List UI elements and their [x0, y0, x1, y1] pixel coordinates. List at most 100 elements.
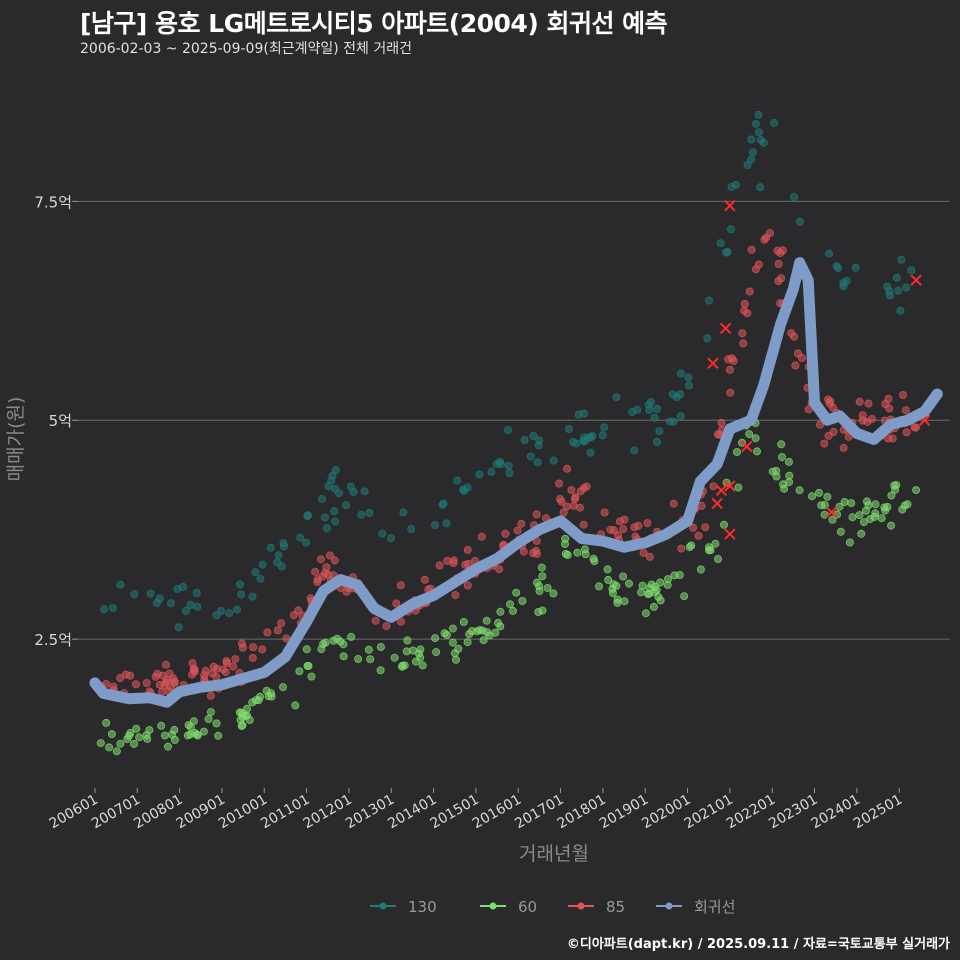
- point-130: [584, 433, 593, 442]
- highlight-mark: [711, 497, 723, 510]
- point-85: [371, 616, 380, 625]
- point-60: [777, 440, 786, 449]
- point-130: [235, 580, 244, 589]
- point-60: [603, 565, 612, 574]
- point-85: [824, 431, 833, 440]
- point-130: [645, 405, 654, 414]
- legend-dot-85: [577, 902, 585, 910]
- point-85: [316, 555, 325, 564]
- point-60: [364, 645, 373, 654]
- point-130: [770, 119, 779, 128]
- legend-dot-60: [489, 902, 497, 910]
- point-60: [473, 627, 482, 636]
- point-85: [382, 622, 391, 631]
- point-130: [652, 437, 661, 446]
- point-130: [296, 533, 305, 542]
- point-85: [513, 526, 522, 535]
- point-60: [581, 545, 590, 554]
- point-60: [321, 638, 330, 647]
- point-60: [890, 481, 899, 490]
- point-85: [804, 405, 813, 414]
- point-130: [192, 589, 201, 598]
- point-60: [887, 521, 896, 530]
- point-60: [785, 471, 794, 480]
- point-60: [448, 624, 457, 633]
- point-85: [899, 390, 908, 399]
- point-130: [407, 525, 416, 534]
- point-60: [613, 598, 622, 607]
- point-60: [512, 588, 521, 597]
- point-130: [703, 334, 712, 343]
- point-130: [533, 458, 542, 467]
- highlight-mark: [910, 274, 922, 286]
- point-130: [216, 607, 225, 616]
- point-60: [887, 491, 896, 500]
- point-130: [442, 519, 451, 528]
- point-60: [877, 514, 886, 523]
- point-130: [320, 513, 329, 522]
- point-130: [266, 543, 275, 552]
- point-60: [857, 529, 866, 538]
- point-60: [785, 457, 794, 466]
- point-85: [754, 260, 763, 269]
- point-60: [608, 584, 617, 593]
- point-60: [751, 434, 760, 443]
- point-130: [360, 487, 369, 496]
- point-130: [676, 369, 685, 378]
- point-130: [181, 606, 190, 615]
- point-130: [756, 135, 765, 144]
- highlight-mark: [715, 484, 728, 497]
- point-60: [619, 572, 628, 581]
- point-60: [538, 606, 547, 615]
- point-60: [307, 672, 316, 681]
- point-60: [336, 637, 345, 646]
- point-60: [835, 502, 844, 511]
- point-60: [604, 575, 613, 584]
- point-60: [170, 735, 179, 744]
- point-85: [600, 508, 609, 517]
- point-85: [902, 428, 911, 437]
- point-60: [656, 578, 665, 587]
- point-60: [711, 539, 720, 548]
- point-60: [450, 649, 459, 658]
- point-130: [832, 262, 841, 271]
- point-60: [105, 743, 114, 752]
- point-130: [475, 470, 484, 479]
- point-130: [756, 183, 765, 192]
- point-85: [188, 670, 197, 679]
- point-130: [322, 524, 331, 533]
- point-60: [680, 592, 689, 601]
- point-60: [696, 565, 705, 574]
- point-130: [665, 417, 674, 426]
- point-85: [221, 668, 230, 677]
- x-axis-label: 거래년월: [519, 843, 589, 865]
- point-60: [880, 503, 889, 512]
- point-60: [518, 597, 527, 606]
- point-130: [330, 507, 339, 516]
- point-130: [174, 623, 183, 632]
- point-130: [503, 425, 512, 434]
- point-60: [267, 689, 276, 698]
- point-60: [431, 634, 440, 643]
- point-60: [656, 596, 665, 605]
- point-60: [848, 513, 857, 522]
- point-60: [302, 645, 311, 654]
- point-130: [751, 119, 760, 128]
- point-130: [186, 601, 195, 610]
- y-tick-label: 7.5억: [34, 193, 72, 211]
- point-60: [641, 609, 650, 618]
- point-60: [482, 616, 491, 625]
- point-60: [508, 606, 517, 615]
- point-85: [249, 643, 258, 652]
- point-130: [504, 461, 513, 470]
- point-60: [535, 582, 544, 591]
- point-130: [146, 589, 155, 598]
- point-60: [847, 499, 856, 508]
- point-60: [107, 730, 116, 739]
- point-130: [894, 286, 903, 295]
- point-130: [754, 110, 763, 119]
- point-60: [663, 581, 672, 590]
- point-60: [720, 520, 729, 529]
- point-85: [885, 404, 894, 413]
- regression-line-path: [89, 257, 943, 708]
